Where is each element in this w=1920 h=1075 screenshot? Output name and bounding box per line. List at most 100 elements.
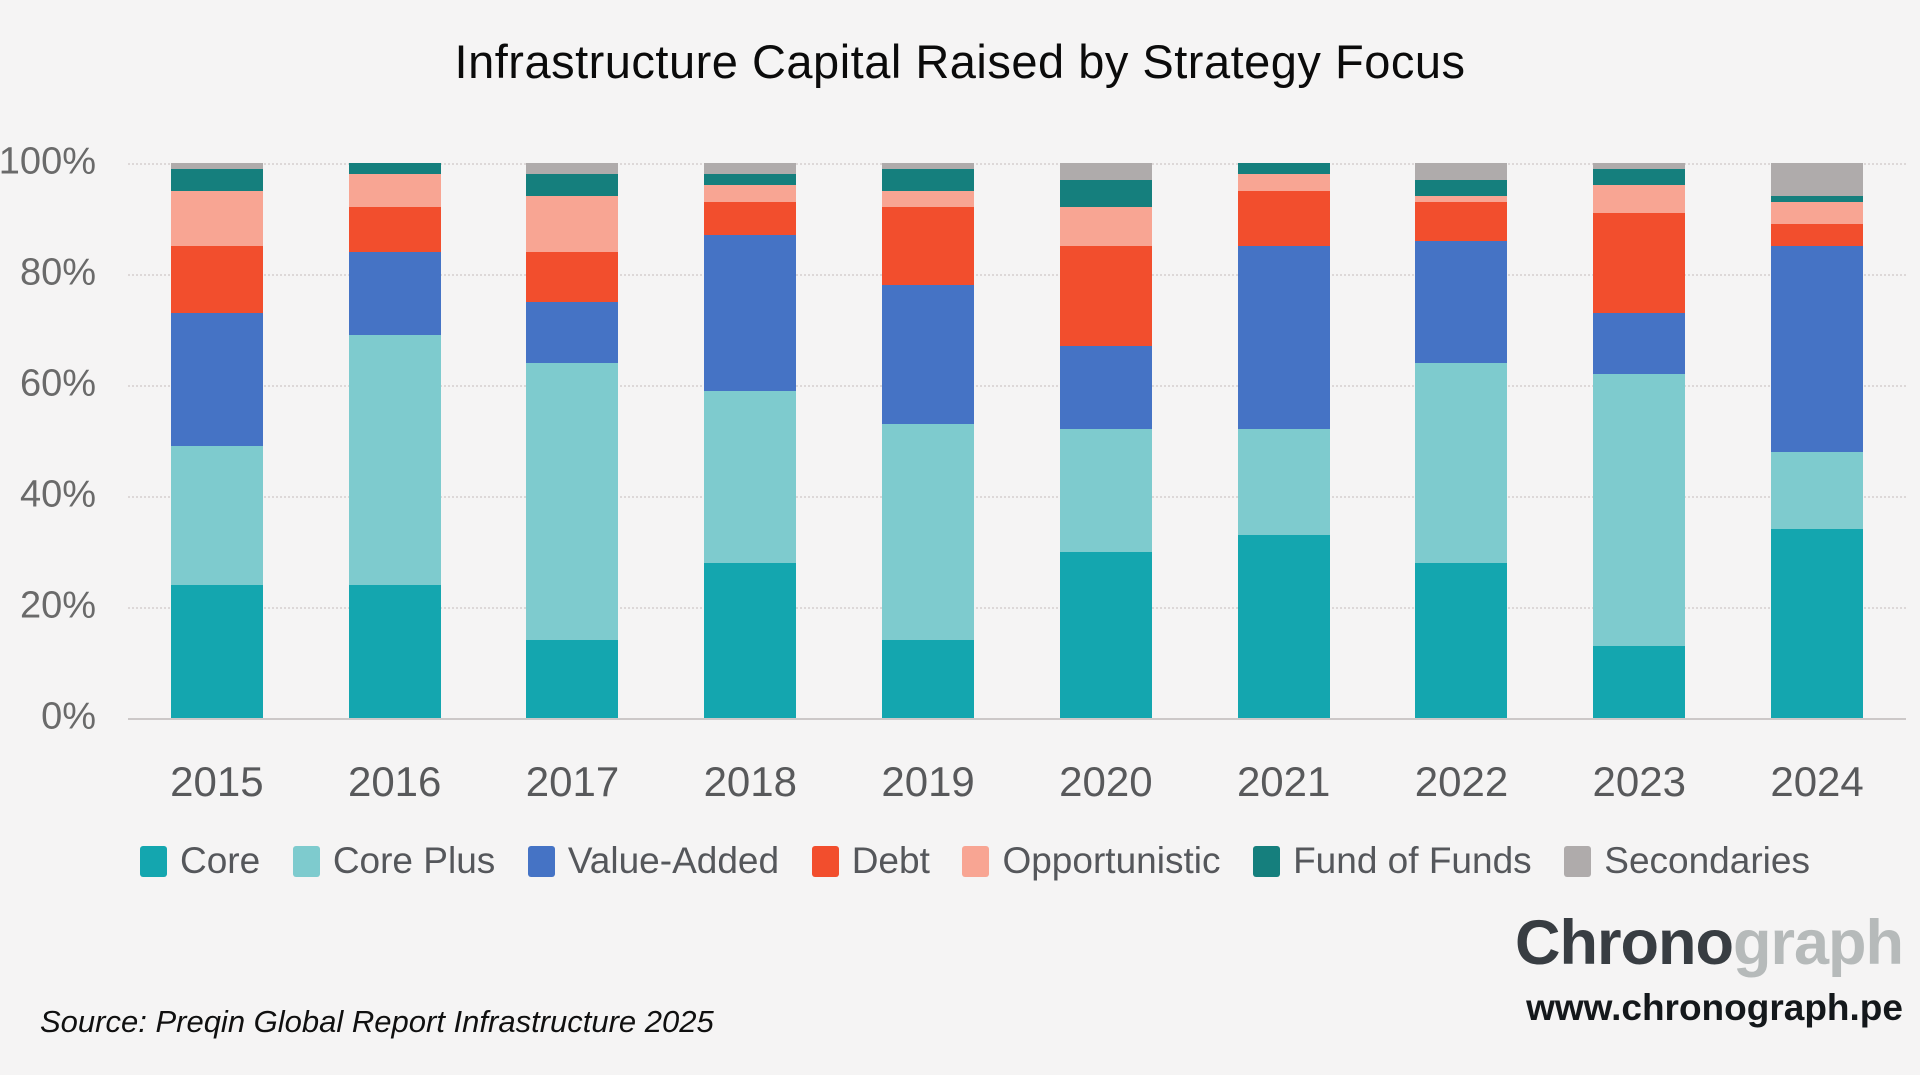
segment-2015-core-plus [170,446,263,585]
segment-2021-fund-of-funds [1237,163,1330,175]
segment-2021-debt [1237,190,1330,247]
legend: Core Core Plus Value-Added Debt Opportunisti… [140,840,1810,882]
segment-2016-debt [348,207,441,252]
segment-2019-core-plus [882,423,975,641]
gridline-100 [128,163,1906,165]
x-label-2021: 2021 [1236,758,1331,805]
segment-2019-debt [882,207,975,286]
chart-title: Infrastructure Capital Raised by Strateg… [454,35,1466,88]
segment-2023-value-added [1593,312,1686,374]
segment-2022-core [1415,562,1508,718]
segment-2017-fund-of-funds [526,174,619,197]
legend-item-debt: Debt [811,840,930,882]
legend-label-fund-of-funds: Fund of Funds [1293,840,1532,881]
legend-label-opportunistic: Opportunistic [1002,840,1221,881]
bar-2017 [526,163,619,718]
legend-item-fund-of-funds: Fund of Funds [1253,840,1532,882]
segment-2017-secondaries [526,163,619,175]
bar-2020 [1059,163,1152,718]
segment-2023-opportunistic [1593,185,1686,213]
segment-2024-debt [1771,224,1864,247]
gridline-60 [128,385,1906,387]
segment-2015-core [170,584,263,718]
brand-block: Chronograph www.chronograph.pe [1515,912,1904,1027]
segment-2022-debt [1415,201,1508,241]
segment-2024-secondaries [1771,163,1864,197]
segment-2020-fund-of-funds [1059,179,1152,208]
segment-2015-debt [170,246,263,313]
x-label-2018: 2018 [703,758,797,805]
bars-container [128,163,1906,718]
segment-2016-core-plus [348,335,441,585]
segment-2021-value-added [1237,246,1330,430]
segment-2020-core-plus [1059,429,1152,552]
gridline-20 [128,607,1906,609]
logo-text-secondary: graph [1732,908,1904,978]
segment-2021-core [1237,534,1330,718]
legend-label-core-plus: Core Plus [332,840,496,881]
bar-slot-2024 [1728,163,1906,718]
y-axis-labels: 100% 80% 60% 40% 20% 0% [0,141,100,738]
x-label-2024: 2024 [1770,758,1864,805]
x-label-2017: 2017 [525,758,620,805]
x-label-2022: 2022 [1414,758,1509,805]
segment-2024-fund-of-funds [1771,196,1864,202]
segment-2020-secondaries [1059,163,1152,180]
bar-2015 [170,163,263,718]
legend-item-value-added: Value-Added [527,840,779,882]
bar-2019 [882,163,975,718]
segment-2023-core-plus [1593,373,1686,646]
legend-swatch-opportunistic [962,845,990,877]
bar-slot-2016 [306,163,484,718]
segment-2023-debt [1593,212,1686,313]
bar-slot-2022 [1373,163,1551,718]
segment-2022-core-plus [1415,362,1508,563]
segment-2024-value-added [1771,246,1864,452]
bar-2024 [1771,163,1864,718]
segment-2015-fund-of-funds [170,168,263,191]
segment-2016-opportunistic [348,174,441,208]
legend-swatch-value-added [527,845,555,877]
segment-2020-value-added [1059,346,1152,430]
bar-slot-2018 [661,163,839,718]
segment-2024-core-plus [1771,451,1864,530]
plot-area [128,163,1906,720]
bar-2018 [704,163,797,718]
y-tick-label-60: 60% [19,362,96,405]
y-tick-label-0: 0% [41,695,96,738]
segment-2018-core [704,562,797,718]
segment-2019-value-added [882,285,975,424]
segment-2020-debt [1059,246,1152,347]
segment-2023-core [1593,645,1686,718]
segment-2015-value-added [170,312,263,447]
segment-2017-debt [526,251,619,302]
bar-slot-2023 [1550,163,1728,718]
legend-label-secondaries: Secondaries [1604,840,1810,881]
segment-2022-opportunistic [1415,196,1508,202]
segment-2018-opportunistic [704,185,797,202]
gridline-80 [128,274,1906,276]
gridline-0 [128,718,1906,720]
legend-label-debt: Debt [851,840,930,881]
y-tick-label-40: 40% [19,473,96,516]
bar-2023 [1593,163,1686,718]
legend-swatch-core-plus [292,845,320,877]
bar-slot-2020 [1017,163,1195,718]
segment-2018-debt [704,201,797,236]
segment-2021-core-plus [1237,429,1330,535]
bar-slot-2017 [484,163,662,718]
segment-2015-secondaries [170,163,263,169]
segment-2019-opportunistic [882,190,975,208]
segment-2019-secondaries [882,163,975,169]
segment-2017-value-added [526,301,619,363]
x-label-2016: 2016 [347,758,442,805]
legend-swatch-debt [811,845,839,877]
bar-2022 [1415,163,1508,718]
y-tick-label-100: 100% [0,140,96,183]
segment-2017-opportunistic [526,196,619,252]
y-tick-label-20: 20% [19,584,96,627]
legend-swatch-secondaries [1564,845,1592,877]
segment-2024-core [1771,529,1864,718]
segment-2017-core [526,640,619,718]
segment-2020-core [1059,551,1152,718]
